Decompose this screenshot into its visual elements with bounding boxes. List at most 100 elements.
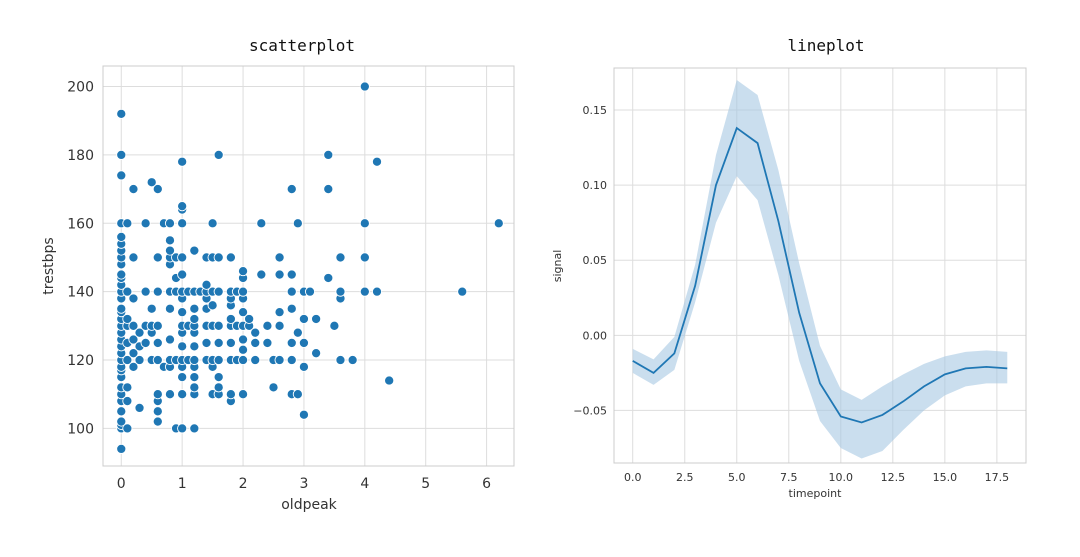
scatter-point xyxy=(457,286,468,297)
scatter-point xyxy=(359,286,370,297)
scatter-point xyxy=(274,269,285,280)
scatterplot-title: scatterplot xyxy=(249,36,355,55)
scatterplot-y-ticks: 100 120 140 160 180 200 xyxy=(67,80,94,438)
scatter-point xyxy=(237,344,249,355)
scatter-point xyxy=(274,307,285,318)
scatterplot-x-tick-label: 5 xyxy=(421,476,430,492)
scatter-point xyxy=(225,389,236,400)
lineplot-panel: lineplot 0.0 2.5 5.0 7.5 10.0 12.5 15.0 17.5 −0… xyxy=(551,36,1027,500)
scatter-point xyxy=(268,382,279,393)
scatter-point xyxy=(177,156,188,167)
scatter-point xyxy=(152,184,163,195)
scatter-point xyxy=(237,286,249,297)
lineplot-y-tick-label: −0.05 xyxy=(573,404,607,417)
scatter-point xyxy=(213,354,224,366)
scatterplot-y-tick-label: 100 xyxy=(67,421,94,437)
scatter-point xyxy=(335,252,346,263)
scatter-point xyxy=(250,354,261,366)
scatter-point xyxy=(116,416,127,427)
scatter-point xyxy=(140,337,151,348)
scatter-point xyxy=(207,218,218,229)
scatter-point xyxy=(286,184,297,195)
scatter-point xyxy=(189,313,200,325)
scatter-point xyxy=(164,334,176,345)
scatterplot-y-axis-label: trestbps xyxy=(41,237,57,294)
scatter-point xyxy=(164,389,176,400)
scatter-point xyxy=(116,170,127,181)
scatter-point xyxy=(164,303,176,314)
lineplot-y-axis-label: signal xyxy=(551,250,564,283)
scatter-point xyxy=(177,307,188,318)
scatter-point xyxy=(298,313,309,325)
scatter-point xyxy=(152,252,163,263)
scatter-point xyxy=(146,303,157,314)
scatter-point xyxy=(152,354,163,366)
lineplot-y-ticks: −0.05 0.00 0.05 0.10 0.15 xyxy=(573,104,607,417)
lineplot-y-tick-label: 0.10 xyxy=(583,179,608,192)
scatter-point xyxy=(335,286,346,297)
scatter-point xyxy=(122,423,133,434)
scatterplot-y-tick-label: 180 xyxy=(67,148,94,164)
scatter-point xyxy=(213,337,224,348)
scatter-point xyxy=(335,354,346,366)
scatter-point xyxy=(298,409,309,420)
scatterplot-y-tick-label: 140 xyxy=(67,285,94,301)
scatter-point xyxy=(274,320,285,331)
scatter-point xyxy=(237,266,249,277)
scatter-point xyxy=(292,389,303,400)
scatter-point xyxy=(225,313,236,325)
scatter-point xyxy=(311,348,322,359)
lineplot-x-tick-label: 15.0 xyxy=(933,471,958,484)
scatter-point xyxy=(256,218,267,229)
scatter-point xyxy=(213,372,224,383)
scatter-point xyxy=(286,354,297,366)
scatter-point xyxy=(274,354,285,366)
scatter-point xyxy=(116,406,127,417)
scatter-point xyxy=(292,218,303,229)
lineplot-x-tick-label: 2.5 xyxy=(676,471,694,484)
scatterplot-panel: scatterplot 0 1 2 3 4 5 6 100 120 140 160 180 200 o… xyxy=(41,36,515,513)
scatter-point xyxy=(244,313,255,325)
scatter-point xyxy=(213,252,224,263)
scatter-point xyxy=(359,252,370,263)
scatter-point xyxy=(323,272,334,284)
scatter-point xyxy=(237,389,249,400)
lineplot-x-tick-label: 5.0 xyxy=(728,471,746,484)
scatter-point xyxy=(225,337,236,348)
scatter-point xyxy=(304,286,316,297)
lineplot-y-tick-label: 0.05 xyxy=(583,254,608,267)
scatterplot-y-tick-label: 120 xyxy=(67,353,94,369)
scatter-point xyxy=(128,320,139,331)
scatterplot-grid xyxy=(103,66,514,466)
scatter-point xyxy=(286,269,297,280)
scatter-point xyxy=(122,382,133,393)
scatter-point xyxy=(237,307,249,318)
scatter-point xyxy=(177,252,188,263)
scatter-point xyxy=(122,395,133,407)
scatter-point xyxy=(237,354,249,366)
scatter-point xyxy=(311,313,322,325)
lineplot-x-tick-label: 0.0 xyxy=(624,471,642,484)
scatter-point xyxy=(140,218,151,229)
scatterplot-points xyxy=(116,81,504,454)
scatter-point xyxy=(250,327,261,338)
scatter-point xyxy=(122,313,133,325)
scatter-point xyxy=(177,423,188,434)
scatter-point xyxy=(128,348,139,359)
scatterplot-y-tick-label: 160 xyxy=(67,216,94,232)
scatter-point xyxy=(213,286,224,297)
scatter-point xyxy=(134,354,145,366)
lineplot-x-tick-label: 17.5 xyxy=(985,471,1010,484)
scatter-point xyxy=(262,320,273,331)
scatterplot-y-tick-label: 200 xyxy=(67,80,94,96)
scatter-point xyxy=(237,334,249,345)
scatter-point xyxy=(286,337,297,348)
scatter-point xyxy=(323,184,334,195)
scatter-point xyxy=(128,293,139,304)
lineplot-x-ticks: 0.0 2.5 5.0 7.5 10.0 12.5 15.0 17.5 xyxy=(624,471,1009,484)
scatter-point xyxy=(164,235,176,246)
scatter-point xyxy=(116,443,127,454)
scatterplot-frame xyxy=(102,65,515,467)
scatter-point xyxy=(152,406,163,417)
